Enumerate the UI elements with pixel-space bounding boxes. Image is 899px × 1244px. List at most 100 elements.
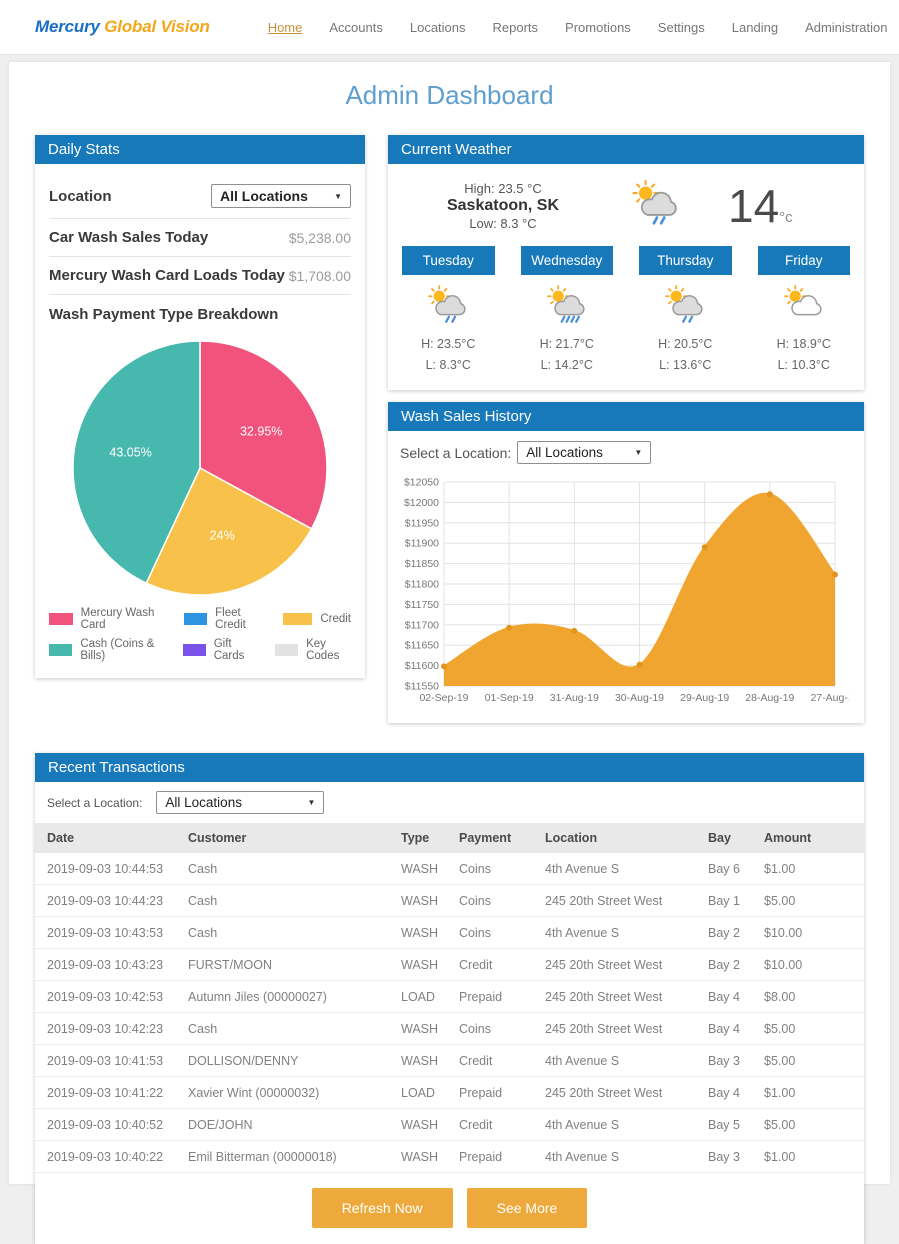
weather-header: Current Weather	[388, 135, 864, 164]
transactions-select-row: Select a Location: All Locations ▼	[35, 782, 864, 823]
table-row: 2019-09-03 10:42:23 Cash WASH Coins 245 …	[35, 1012, 864, 1045]
cell-customer: Cash	[180, 884, 393, 917]
history-location-select[interactable]: All Locations ▼	[517, 441, 652, 464]
brand-logo[interactable]: Mercury Global Vision	[35, 17, 210, 37]
legend-item: Fleet Credit	[183, 607, 264, 631]
nav-item-locations[interactable]: Locations	[409, 19, 466, 35]
page-title: Admin Dashboard	[345, 80, 554, 110]
forecast-high: H: 18.9°C	[776, 337, 831, 351]
legend-row: Mercury Wash Card Fleet Credit Credit	[49, 607, 351, 631]
current-weather-icon	[630, 179, 682, 232]
nav-item-accounts[interactable]: Accounts	[329, 19, 383, 35]
refresh-now-button[interactable]: Refresh Now	[311, 1188, 453, 1228]
cell-date: 2019-09-03 10:42:23	[35, 1012, 180, 1045]
see-more-button[interactable]: See More	[466, 1188, 588, 1228]
daily-stats-rows: Car Wash Sales Today $5,238.00 Mercury W…	[49, 219, 351, 295]
brand-logo-part2: Global Vision	[104, 17, 210, 36]
chevron-down-icon: ▼	[307, 798, 316, 807]
legend-item: Cash (Coins & Bills)	[49, 638, 163, 662]
daily-stats-body: Location All Locations ▼ Car Wash Sales …	[35, 164, 365, 678]
forecast-low: L: 10.3°C	[777, 358, 830, 372]
column-header-type: Type	[393, 823, 451, 853]
table-row: 2019-09-03 10:42:53 Autumn Jiles (000000…	[35, 980, 864, 1013]
cell-payment: Prepaid	[451, 1076, 537, 1109]
forecast-day-thursday: Thursday H: 20.5°C L: 13.6°C	[639, 246, 732, 372]
cell-customer: Emil Bitterman (00000018)	[180, 1140, 393, 1173]
stat-value: $1,708.00	[288, 267, 351, 284]
pie-legend: Mercury Wash Card Fleet Credit Credit Ca…	[49, 607, 351, 662]
table-row: 2019-09-03 10:43:53 Cash WASH Coins 4th …	[35, 916, 864, 949]
day-button-thursday[interactable]: Thursday	[639, 246, 732, 275]
location-select[interactable]: All Locations ▼	[211, 184, 351, 208]
cell-amount: $1.00	[756, 1140, 864, 1173]
nav-item-settings[interactable]: Settings	[657, 19, 705, 35]
column-header-payment: Payment	[451, 823, 537, 853]
cell-bay: Bay 5	[700, 1108, 756, 1141]
svg-text:$11750: $11750	[405, 599, 439, 611]
svg-text:24%: 24%	[210, 529, 235, 543]
dashboard-grid: Daily Stats Location All Locations ▼ Car…	[35, 135, 864, 723]
chevron-down-icon: ▼	[334, 191, 342, 201]
sun-cloud-icon	[783, 285, 822, 316]
nav-item-home[interactable]: Home	[267, 19, 303, 35]
table-row: 2019-09-03 10:44:23 Cash WASH Coins 245 …	[35, 884, 864, 917]
cell-payment: Coins	[451, 853, 537, 885]
location-select-value: All Locations	[220, 188, 308, 204]
cell-type: LOAD	[393, 980, 451, 1013]
cell-location: 4th Avenue S	[537, 853, 700, 885]
cell-type: WASH	[393, 1108, 451, 1141]
legend-item: Credit	[283, 607, 351, 631]
forecast-low: L: 8.3°C	[425, 358, 471, 372]
nav-items: Home Accounts Locations Reports Promotions Se…	[268, 20, 899, 35]
cell-payment: Coins	[451, 916, 537, 949]
legend-swatch	[274, 644, 299, 656]
forecast-icon-wrap	[782, 285, 826, 330]
transactions-select-label: Select a Location:	[47, 795, 143, 810]
day-button-wednesday[interactable]: Wednesday	[520, 246, 613, 275]
legend-swatch	[49, 613, 73, 625]
sales-history-body: Select a Location: All Locations ▼ $1155…	[388, 431, 864, 723]
table-row: 2019-09-03 10:41:22 Xavier Wint (0000003…	[35, 1076, 864, 1109]
forecast-icon-wrap	[663, 285, 707, 330]
main-content: Admin Dashboard Daily Stats Location All…	[9, 62, 890, 1244]
weather-high: High: 23.5 °C	[464, 181, 542, 196]
cell-customer: DOE/JOHN	[180, 1108, 393, 1141]
weather-city: Saskatoon, SK	[446, 197, 560, 214]
weather-panel: Current Weather High: 23.5 °C Saskatoon,…	[388, 135, 864, 390]
transactions-location-select[interactable]: All Locations ▼	[156, 791, 325, 814]
cell-location: 245 20th Street West	[537, 948, 700, 981]
cell-amount: $5.00	[756, 1012, 864, 1045]
nav-item-reports[interactable]: Reports	[492, 19, 539, 35]
cell-customer: Cash	[180, 1012, 393, 1045]
forecast-high: H: 21.7°C	[539, 337, 594, 351]
svg-text:29-Aug-19: 29-Aug-19	[680, 692, 729, 704]
cell-amount: $5.00	[756, 884, 864, 917]
weather-low: Low: 8.3 °C	[469, 216, 537, 231]
column-header-bay: Bay	[700, 823, 756, 853]
location-label: Location	[49, 187, 112, 205]
forecast-icon-wrap	[545, 285, 589, 330]
day-button-friday[interactable]: Friday	[757, 246, 850, 275]
svg-text:31-Aug-19: 31-Aug-19	[550, 692, 599, 704]
legend-item: Key Codes	[274, 638, 351, 662]
nav-item-administration[interactable]: Administration	[805, 19, 888, 35]
cell-date: 2019-09-03 10:40:22	[35, 1140, 180, 1173]
nav-item-landing[interactable]: Landing	[731, 19, 779, 35]
cell-location: 245 20th Street West	[537, 1076, 700, 1109]
cell-amount: $1.00	[756, 853, 864, 885]
day-button-tuesday[interactable]: Tuesday	[402, 246, 495, 275]
current-temp-unit: °c	[779, 209, 793, 226]
cell-customer: FURST/MOON	[180, 948, 393, 981]
forecast-low: L: 13.6°C	[659, 358, 712, 372]
current-temp-value: 14	[728, 180, 780, 232]
forecast-row: Tuesday H: 23.5°C L: 8.3°C Wednesday H: …	[402, 246, 850, 372]
history-select-label: Select a Location:	[400, 444, 512, 461]
legend-row: Cash (Coins & Bills) Gift Cards Key Code…	[49, 638, 351, 662]
cell-bay: Bay 3	[700, 1140, 756, 1173]
weather-location-block: High: 23.5 °C Saskatoon, SK Low: 8.3 °C	[418, 181, 588, 231]
nav-item-promotions[interactable]: Promotions	[565, 19, 631, 35]
weather-body: High: 23.5 °C Saskatoon, SK Low: 8.3 °C …	[388, 164, 864, 390]
cell-customer: Autumn Jiles (00000027)	[180, 980, 393, 1013]
cell-amount: $5.00	[756, 1108, 864, 1141]
cell-date: 2019-09-03 10:44:23	[35, 884, 180, 917]
